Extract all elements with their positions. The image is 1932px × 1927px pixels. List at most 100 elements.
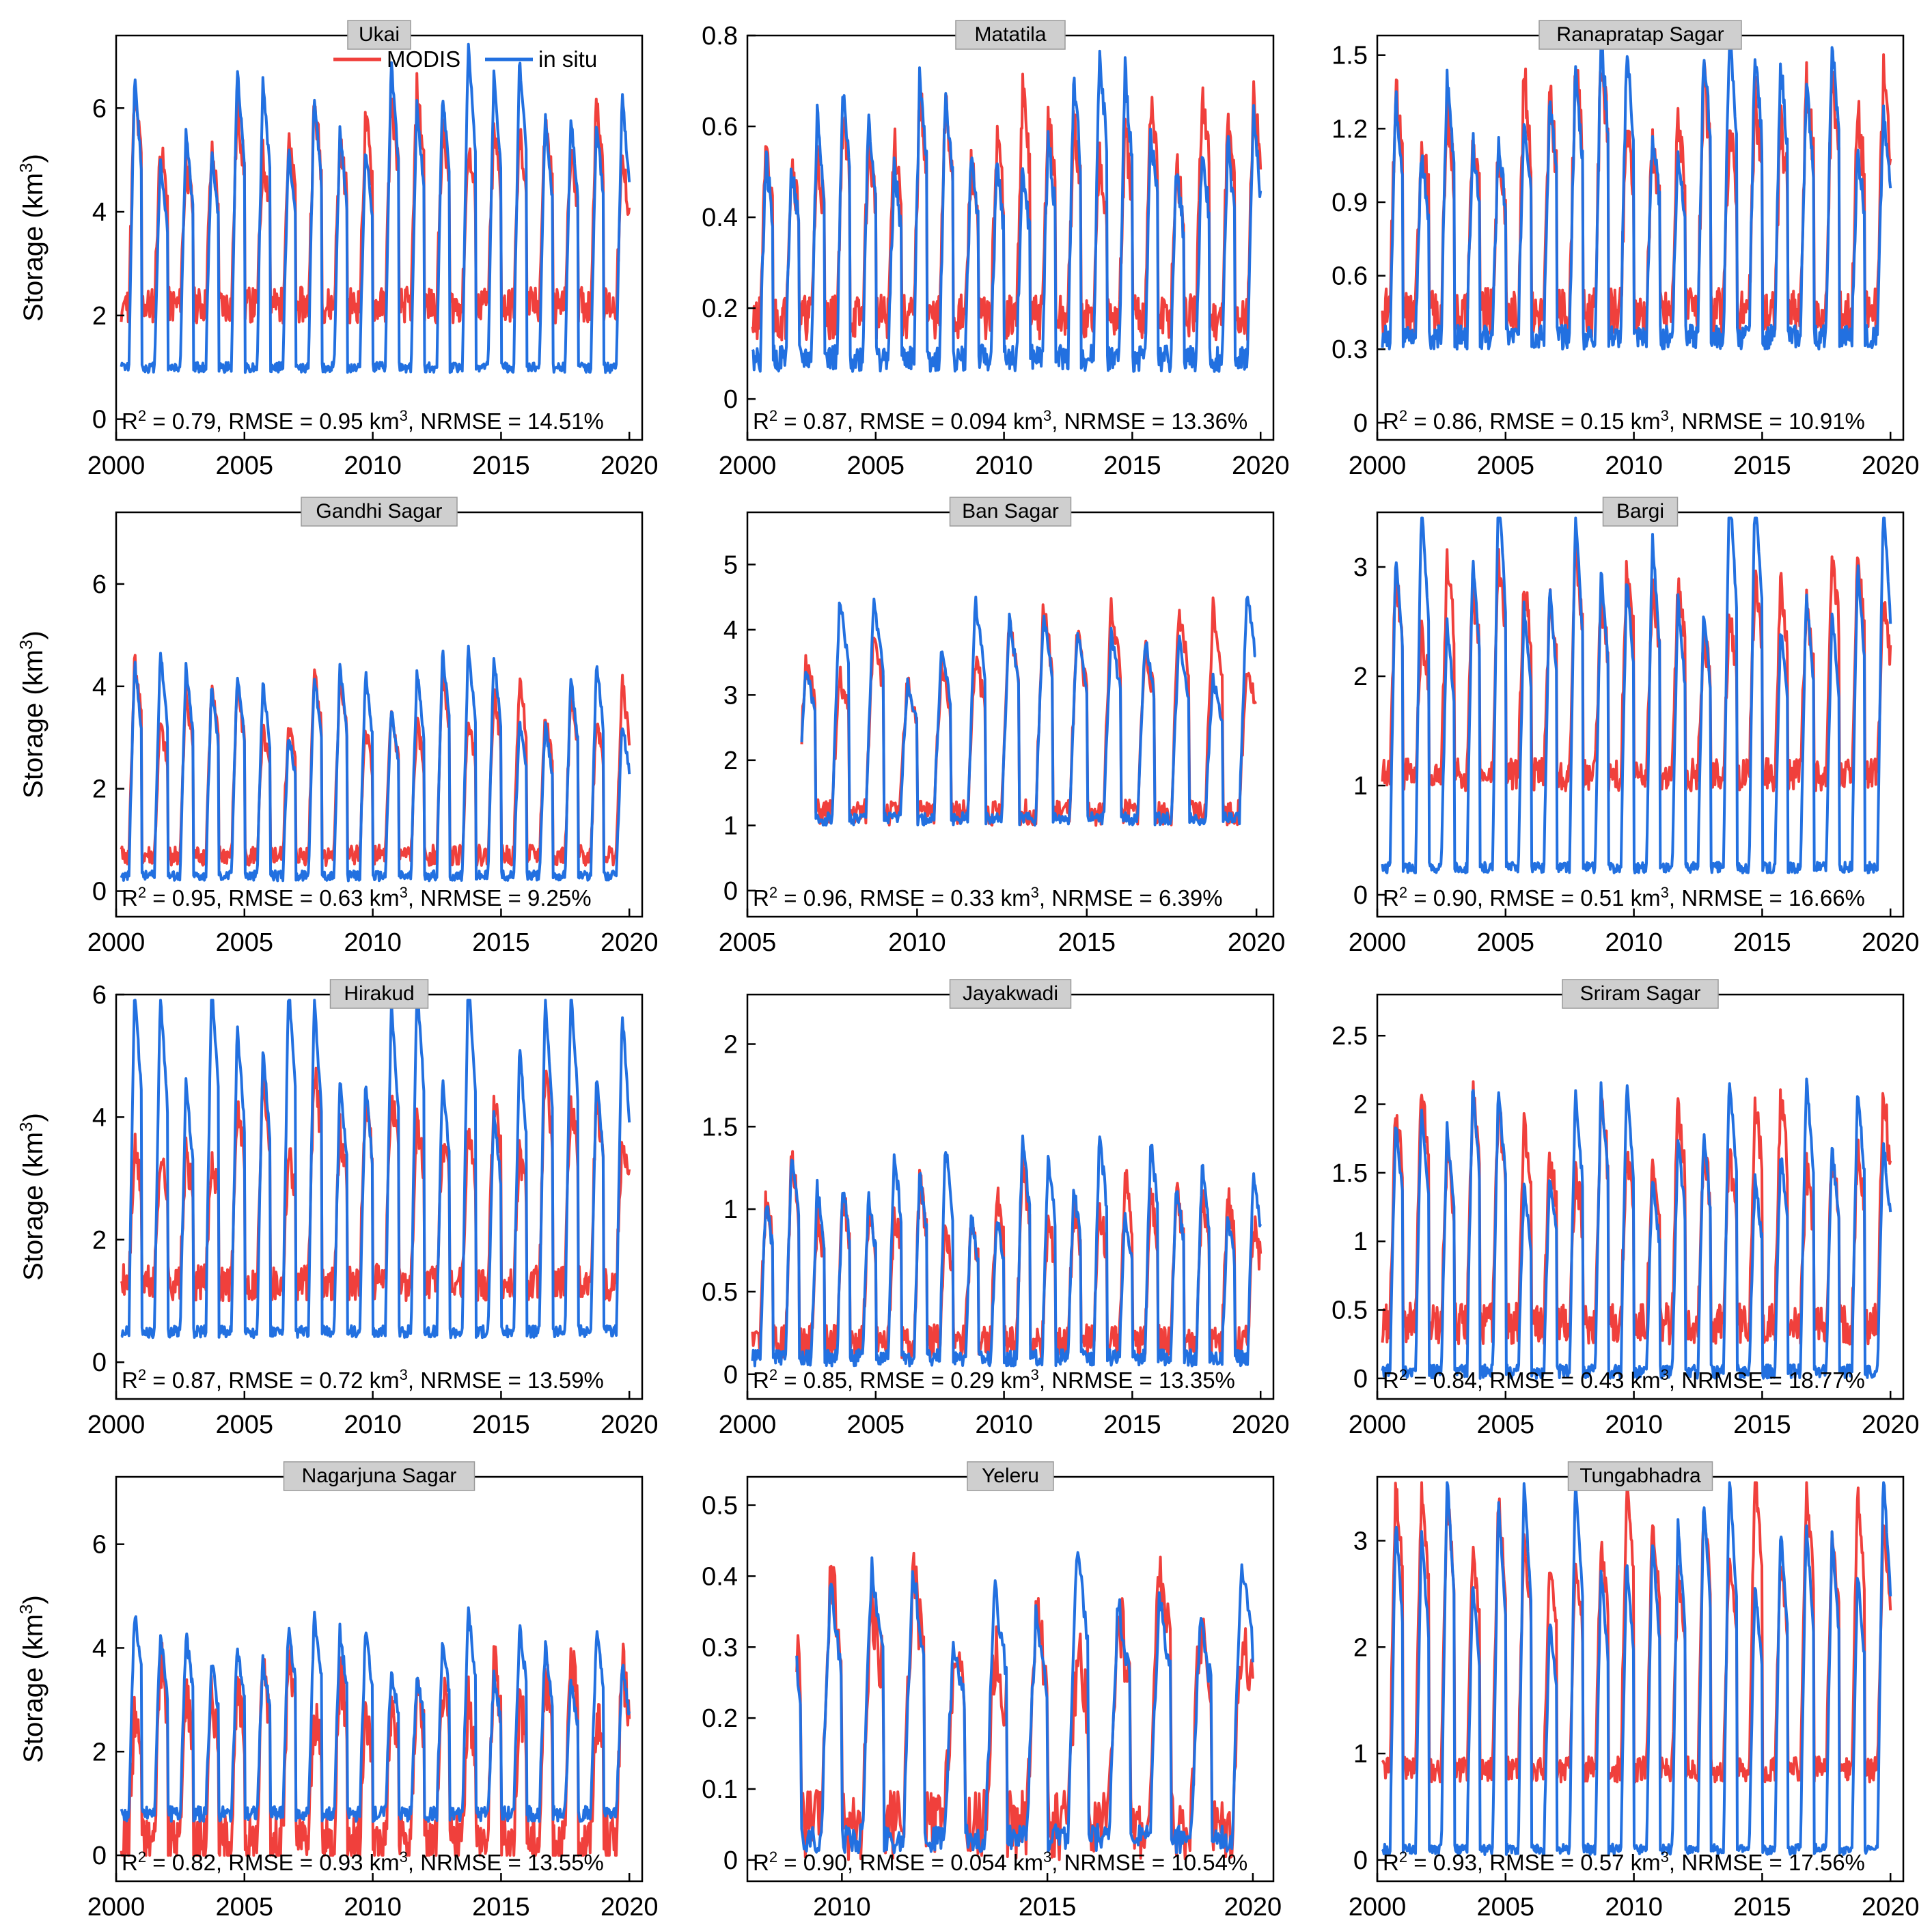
y-tick-label: 1 <box>723 1195 738 1224</box>
y-tick-label: 4 <box>92 673 107 702</box>
x-tick-label: 2010 <box>975 452 1033 480</box>
x-tick-label: 2010 <box>1605 1893 1663 1922</box>
x-tick-label: 2015 <box>1733 1411 1791 1439</box>
series-in-situ-line <box>1381 516 1892 874</box>
y-tick-label: 3 <box>1353 553 1368 582</box>
y-tick-label: 0.4 <box>702 204 738 232</box>
x-tick-label: 2015 <box>472 928 530 957</box>
y-tick-label: 2 <box>1353 663 1368 691</box>
series-in-situ-line <box>1381 1481 1892 1856</box>
series-in-situ-line <box>751 1134 1262 1368</box>
panel-title-box <box>1538 20 1742 50</box>
legend-insitu-label: in situ <box>538 46 597 72</box>
panel-title-box <box>1602 497 1679 527</box>
x-tick-label: 2010 <box>344 452 402 480</box>
y-tick-label: 0.2 <box>702 1704 738 1733</box>
panel-title-box <box>347 20 411 50</box>
x-tick-label: 2000 <box>1349 928 1407 957</box>
panel-title-box <box>329 979 429 1009</box>
x-tick-label: 2015 <box>1733 452 1791 480</box>
x-tick-label: 2000 <box>87 1411 146 1439</box>
plot-frame <box>1376 511 1905 918</box>
y-tick-label: 0 <box>723 877 738 906</box>
y-tick-label: 0 <box>1353 1365 1368 1394</box>
y-tick-label: 1 <box>1353 1228 1368 1256</box>
y-tick-label: 3 <box>723 681 738 710</box>
panel-jayakwadi: 2000 2005 2010 2015 2020 0 0.5 1 1.5 2 Jayakwadi R2… <box>702 979 1289 1439</box>
y-tick-label: 0 <box>92 1348 107 1377</box>
series-modis-line <box>800 596 1257 827</box>
x-tick-label: 2010 <box>813 1893 871 1922</box>
x-tick-label: 2015 <box>1103 1411 1161 1439</box>
stats-annotation: R2 = 0.96, RMSE = 0.33 km3, NRMSE = 6.39… <box>753 884 1223 911</box>
x-tick-label: 2020 <box>601 928 659 957</box>
panel-title: Ukai <box>359 23 400 46</box>
x-tick-label: 2010 <box>1605 452 1663 480</box>
panel-title: Ranapratap Sagar <box>1556 23 1724 46</box>
panel-title: Nagarjuna Sagar <box>302 1465 457 1487</box>
x-tick-label: 2000 <box>87 452 146 480</box>
x-tick-label: 2000 <box>87 1893 146 1922</box>
plot-frame <box>1376 34 1905 441</box>
panel-title: Gandhi Sagar <box>316 500 442 523</box>
y-tick-label: 0.5 <box>1331 1297 1368 1325</box>
stats-annotation: R2 = 0.82, RMSE = 0.93 km3, NRMSE = 13.5… <box>122 1848 604 1876</box>
x-tick-label: 2000 <box>87 928 146 957</box>
y-tick-label: 4 <box>723 616 738 645</box>
series-in-situ-line <box>1381 1077 1892 1380</box>
panel-title-box <box>949 497 1072 527</box>
panel-title: Jayakwadi <box>963 982 1058 1005</box>
stats-annotation: R2 = 0.90, RMSE = 0.51 km3, NRMSE = 16.6… <box>1383 884 1865 911</box>
x-tick-label: 2020 <box>1862 1893 1920 1922</box>
plot-frame <box>746 511 1275 918</box>
plot-frame <box>115 34 644 441</box>
x-tick-label: 2015 <box>472 452 530 480</box>
x-tick-label: 2015 <box>1733 928 1791 957</box>
x-tick-label: 2005 <box>1477 1893 1535 1922</box>
panel-title: Ban Sagar <box>962 500 1059 523</box>
series-in-situ-line <box>1381 40 1892 351</box>
panel-title: Sriram Sagar <box>1580 982 1701 1005</box>
y-tick-label: 3 <box>1353 1527 1368 1555</box>
y-tick-label: 1 <box>723 812 738 840</box>
y-tick-label: 0.6 <box>702 113 738 141</box>
y-tick-label: 0.3 <box>1331 335 1368 364</box>
y-tick-label: 0 <box>723 1846 738 1875</box>
y-tick-label: 1 <box>1353 1740 1368 1769</box>
panel-ukai: 2000 2005 2010 2015 2020 0 2 4 6 Ukai R2 = 0.79, R… <box>16 20 658 480</box>
y-tick-label: 6 <box>92 1531 107 1559</box>
x-tick-label: 2000 <box>719 1411 777 1439</box>
y-tick-label: 1.5 <box>1331 1159 1368 1188</box>
x-tick-label: 2015 <box>472 1893 530 1922</box>
x-tick-label: 2000 <box>1349 1893 1407 1922</box>
y-tick-label: 0.6 <box>1331 262 1368 291</box>
y-tick-label: 0 <box>723 1361 738 1389</box>
y-tick-label: 0.8 <box>702 22 738 51</box>
y-tick-label: 6 <box>92 981 107 1010</box>
stats-annotation: R2 = 0.93, RMSE = 0.57 km3, NRMSE = 17.5… <box>1383 1848 1865 1876</box>
y-tick-label: 0.2 <box>702 294 738 323</box>
y-tick-label: 2 <box>92 775 107 804</box>
panel-title-box <box>283 1461 475 1491</box>
x-tick-label: 2000 <box>719 452 777 480</box>
y-tick-label: 1 <box>1353 772 1368 801</box>
y-tick-label: 2 <box>92 302 107 331</box>
x-tick-label: 2010 <box>344 1893 402 1922</box>
panel-gandhi-sagar: 2000 2005 2010 2015 2020 0 2 4 6 Gandhi Sagar R2 =… <box>16 497 658 957</box>
panel-title: Matatila <box>974 23 1046 46</box>
y-axis-label: Storage (km3) <box>16 1113 49 1281</box>
x-tick-label: 2005 <box>216 1411 274 1439</box>
x-tick-label: 2020 <box>1224 1893 1282 1922</box>
panel-nagarjuna-sagar: 2000 2005 2010 2015 2020 0 2 4 6 Nagarjuna Sagar R… <box>16 1461 658 1922</box>
panel-title: Tungabhadra <box>1579 1465 1701 1487</box>
y-tick-label: 0.9 <box>1331 189 1368 217</box>
x-tick-label: 2020 <box>1862 1411 1920 1439</box>
y-tick-label: 2 <box>1353 1091 1368 1120</box>
panel-title-box <box>949 979 1072 1009</box>
y-tick-label: 6 <box>92 570 107 599</box>
y-axis-label: Storage (km3) <box>16 154 49 322</box>
y-tick-label: 2 <box>723 747 738 775</box>
series-in-situ-line <box>751 49 1262 374</box>
series-in-situ-line <box>120 644 631 883</box>
y-tick-label: 1.5 <box>1331 42 1368 70</box>
